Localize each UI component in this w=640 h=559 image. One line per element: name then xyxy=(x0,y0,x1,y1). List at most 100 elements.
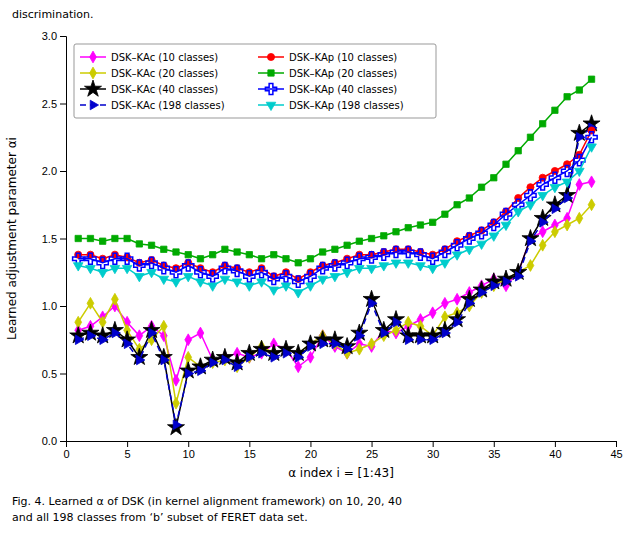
data-point xyxy=(503,161,509,167)
data-point xyxy=(256,267,267,278)
series-line xyxy=(78,128,591,425)
tick: 5 xyxy=(125,441,131,460)
data-point xyxy=(281,283,291,291)
data-point xyxy=(527,260,534,272)
marks xyxy=(70,76,600,435)
series-line xyxy=(78,147,591,293)
data-point xyxy=(550,184,560,192)
data-point xyxy=(381,233,387,239)
data-point xyxy=(503,277,511,287)
data-point xyxy=(387,311,404,327)
data-point xyxy=(269,287,279,295)
tick-label: 1.5 xyxy=(42,233,57,245)
data-point xyxy=(98,269,108,277)
tick-mark xyxy=(249,441,250,447)
tick-mark xyxy=(60,306,66,307)
data-point xyxy=(317,263,328,274)
data-point xyxy=(197,327,204,339)
tick: 20 xyxy=(305,441,317,460)
data-point xyxy=(478,184,484,190)
legend-label: DSK–KAp (198 classes) xyxy=(289,100,404,111)
plot-area: 0510152025303540450.00.51.01.52.02.53.0D… xyxy=(42,30,623,460)
data-point xyxy=(185,369,193,379)
data-point xyxy=(257,279,267,287)
legend-label: DSK–KAc (20 classes) xyxy=(111,68,218,79)
tick-mark xyxy=(433,441,434,447)
data-point xyxy=(271,252,277,258)
series-line xyxy=(78,205,591,403)
data-point xyxy=(430,335,438,345)
data-point xyxy=(466,195,472,201)
data-point xyxy=(208,283,218,291)
data-point xyxy=(155,348,172,364)
data-point xyxy=(111,293,118,305)
data-point xyxy=(173,420,181,430)
tick-label: 0.0 xyxy=(42,435,57,447)
legend-item: DSK–KAc (10 classes) xyxy=(80,51,218,63)
legend-item: DSK–KAp (198 classes) xyxy=(258,100,404,111)
data-point xyxy=(344,344,352,354)
data-point xyxy=(158,263,169,274)
x-axis-title: α index i = [1:43] xyxy=(288,466,394,480)
data-point xyxy=(454,202,460,208)
data-point xyxy=(259,348,267,358)
data-point xyxy=(576,212,583,224)
series xyxy=(73,144,596,298)
legend-marker xyxy=(84,80,101,96)
data-point xyxy=(161,246,167,252)
data-point xyxy=(549,172,560,183)
data-point xyxy=(283,256,289,262)
data-point xyxy=(403,260,413,268)
data-point xyxy=(245,283,255,291)
data-point xyxy=(137,355,145,365)
tick-mark xyxy=(60,374,66,375)
data-point xyxy=(515,148,521,154)
series xyxy=(75,123,597,430)
series xyxy=(75,127,595,283)
tick-mark xyxy=(60,171,66,172)
tick: 0 xyxy=(63,441,69,460)
data-point xyxy=(491,175,497,181)
data-point xyxy=(527,134,533,140)
data-point xyxy=(222,246,228,252)
legend-label: DSK–KAp (40 classes) xyxy=(289,84,397,95)
tick-label: 1.0 xyxy=(42,300,57,312)
data-point xyxy=(429,307,436,319)
data-point xyxy=(308,342,316,352)
data-point xyxy=(110,265,120,273)
tick: 30 xyxy=(427,441,439,460)
data-point xyxy=(283,348,291,358)
data-point xyxy=(441,297,448,309)
data-point xyxy=(528,236,536,246)
data-point xyxy=(134,260,145,271)
data-point xyxy=(344,242,350,248)
data-point xyxy=(258,256,264,262)
data-point xyxy=(513,209,523,217)
tick-label: 0.5 xyxy=(42,368,57,380)
legend-marker xyxy=(90,100,98,110)
data-point xyxy=(295,260,301,266)
data-point xyxy=(356,238,362,244)
data-point xyxy=(185,252,191,258)
data-point xyxy=(415,249,426,260)
data-point xyxy=(234,249,240,255)
data-point xyxy=(146,257,157,268)
data-point xyxy=(540,121,546,127)
data-point xyxy=(124,235,130,241)
data-point xyxy=(586,132,597,143)
data-point xyxy=(75,335,83,345)
data-point xyxy=(588,176,595,188)
data-point xyxy=(587,144,597,152)
tick: 35 xyxy=(488,441,500,460)
data-point xyxy=(464,233,475,244)
data-point xyxy=(75,235,81,241)
tick: 15 xyxy=(244,441,256,460)
data-point xyxy=(295,352,303,362)
data-point xyxy=(367,265,377,273)
data-point xyxy=(196,279,206,287)
data-point xyxy=(440,260,450,268)
legend-item: DSK–KAc (40 classes) xyxy=(80,80,218,96)
data-point xyxy=(280,271,291,282)
tick-mark xyxy=(60,239,66,240)
data-point xyxy=(366,252,377,263)
